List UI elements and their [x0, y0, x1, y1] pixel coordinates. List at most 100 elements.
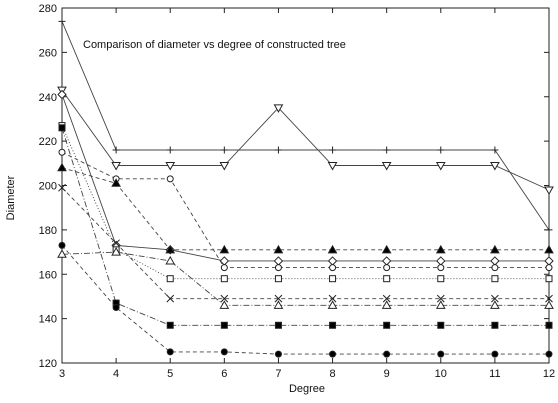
filled-triangle-marker	[544, 244, 554, 254]
inverted-triangle-marker	[111, 162, 121, 171]
triangle-marker	[327, 300, 338, 309]
triangle-marker	[544, 300, 554, 309]
x-marker	[166, 294, 175, 303]
series-line-5	[61, 167, 549, 251]
square-marker	[166, 275, 174, 283]
triangle-marker	[111, 247, 121, 256]
plus-marker	[112, 146, 120, 154]
y-tick-label: 220	[39, 136, 57, 148]
chart-title: Comparison of diameter vs degree of cons…	[83, 39, 346, 51]
filled-circle-marker	[112, 304, 120, 312]
inverted-triangle-marker	[435, 162, 446, 171]
triangle-marker	[381, 300, 392, 309]
diamond-marker	[436, 256, 446, 266]
x-marker	[436, 294, 445, 303]
inverted-triangle-marker	[327, 162, 338, 171]
filled-triangle-marker	[219, 244, 230, 254]
y-tick-label: 260	[39, 47, 57, 59]
x-tick-label: 5	[167, 368, 173, 380]
x-tick-label: 10	[435, 368, 447, 380]
square-marker	[491, 275, 499, 283]
y-tick-label: 160	[39, 269, 57, 281]
x-tick-label: 8	[329, 368, 335, 380]
filled-square-marker	[545, 321, 553, 329]
x-tick-label: 7	[275, 368, 281, 380]
circle-marker	[329, 264, 337, 272]
plus-marker	[491, 146, 499, 154]
series-line-6	[61, 125, 549, 280]
filled-square-marker	[166, 321, 174, 329]
square-marker	[274, 275, 282, 283]
filled-circle-marker	[58, 241, 66, 249]
inverted-triangle-marker	[544, 186, 554, 195]
triangle-marker	[165, 255, 176, 265]
filled-triangle-marker	[490, 244, 500, 254]
x-marker	[491, 294, 499, 303]
series-line-3	[61, 94, 549, 262]
filled-triangle-marker	[327, 244, 338, 254]
filled-square-marker	[329, 321, 337, 329]
filled-circle-marker	[383, 350, 391, 358]
filled-square-marker	[383, 321, 391, 329]
filled-circle-marker	[274, 350, 282, 358]
filled-circle-marker	[437, 350, 445, 358]
triangle-marker	[435, 300, 446, 309]
plus-marker	[545, 226, 553, 234]
x-tick-label: 9	[384, 368, 390, 380]
square-marker	[329, 275, 337, 283]
filled-square-marker	[491, 321, 499, 329]
triangle-marker	[219, 300, 230, 309]
plus-marker	[437, 146, 445, 154]
plus-marker	[329, 146, 337, 154]
circle-marker	[545, 264, 553, 272]
square-marker	[437, 275, 445, 283]
filled-circle-marker	[220, 348, 228, 356]
x-tick-label: 3	[59, 368, 65, 380]
y-tick-label: 180	[39, 225, 57, 237]
filled-triangle-marker	[273, 244, 284, 254]
plus-marker	[166, 146, 174, 154]
circle-marker	[383, 264, 391, 272]
series-line-2	[61, 89, 550, 191]
diamond-marker	[490, 256, 500, 266]
inverted-triangle-marker	[381, 162, 392, 171]
plot-frame	[61, 7, 550, 364]
diamond-marker	[57, 89, 67, 100]
filled-triangle-marker	[111, 178, 121, 187]
circle-marker	[274, 264, 282, 272]
series-line-8	[61, 251, 549, 306]
filled-square-marker	[220, 321, 228, 329]
x-marker	[58, 183, 66, 192]
diamond-marker	[273, 256, 284, 266]
y-tick-label: 240	[39, 92, 57, 104]
series-line-4	[61, 151, 549, 269]
circle-marker	[58, 148, 66, 156]
circle-marker	[166, 175, 174, 183]
filled-circle-marker	[545, 350, 553, 358]
filled-triangle-marker	[381, 244, 392, 254]
series-line-9	[61, 127, 549, 326]
series-line-1	[61, 21, 550, 231]
x-tick-label: 12	[543, 368, 555, 380]
inverted-triangle-marker	[490, 162, 500, 171]
circle-marker	[437, 264, 445, 272]
inverted-triangle-marker	[165, 162, 176, 171]
x-tick-label: 6	[221, 368, 227, 380]
filled-circle-marker	[329, 350, 337, 358]
y-tick-label: 120	[39, 358, 57, 370]
x-marker	[274, 294, 283, 303]
filled-triangle-marker	[165, 244, 176, 254]
inverted-triangle-marker	[219, 162, 230, 171]
diamond-marker	[381, 256, 392, 266]
triangle-marker	[273, 300, 284, 309]
y-tick-label: 140	[39, 314, 57, 326]
square-marker	[545, 275, 553, 283]
x-marker	[545, 294, 553, 303]
diamond-marker	[544, 256, 554, 266]
x-tick-label: 11	[489, 368, 500, 380]
square-marker	[220, 275, 228, 283]
x-marker	[112, 239, 120, 248]
x-axis-label: Degree	[289, 383, 325, 395]
